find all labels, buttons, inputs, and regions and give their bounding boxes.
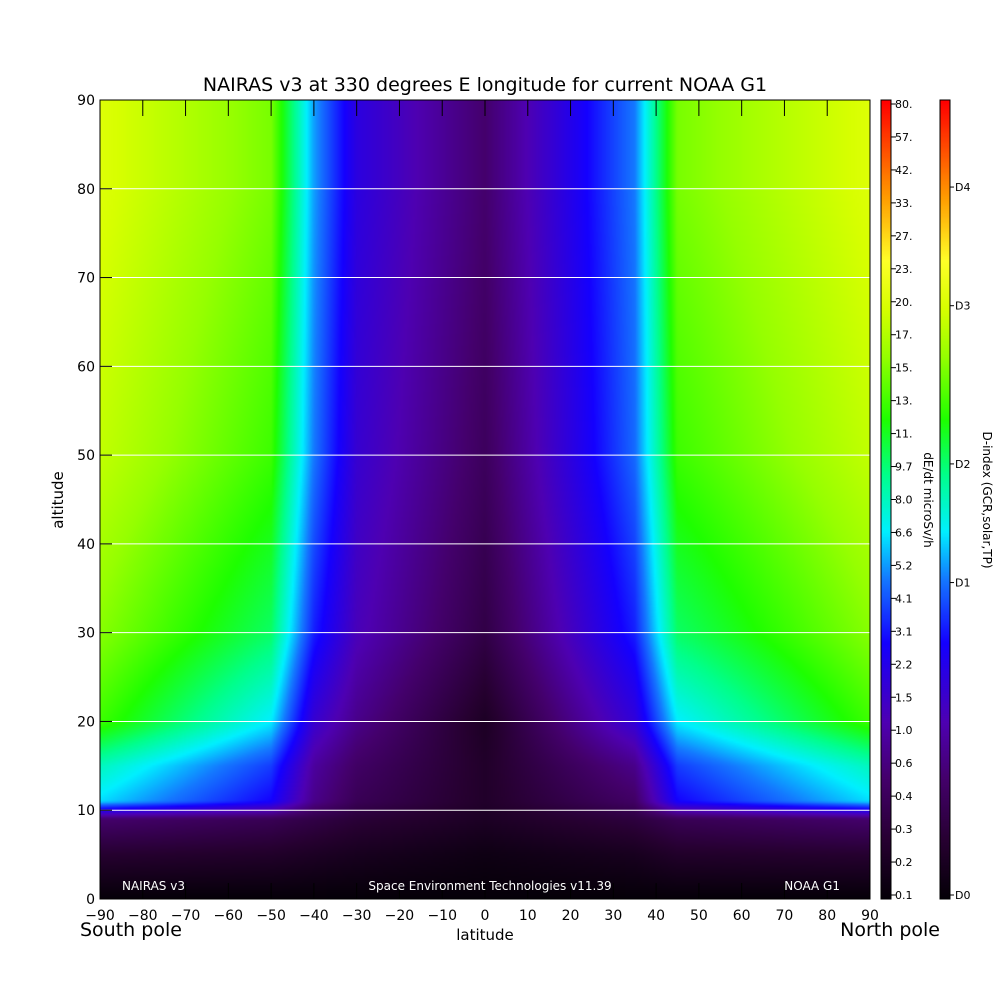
dindex-colorbar: D0 D1 D2 D3 D4 D-index (GCR,solar,TP) (939, 99, 994, 902)
dose-colorbar-tick-label: 80. (895, 98, 913, 111)
dose-colorbar-tick-label: 0.6 (895, 757, 913, 770)
dose-colorbar: 0.1 0.2 0.3 0.4 0.6 1.0 1.5 2.2 3.1 4.1 5.2 6.6 8.0 9… (880, 98, 935, 902)
dose-colorbar-tick-label: 42. (895, 164, 913, 177)
annotation-credit: Space Environment Technologies v11.39 (368, 879, 611, 893)
dose-colorbar-tick-label: 33. (895, 197, 913, 210)
dose-colorbar-tick-label: 2.2 (895, 658, 913, 671)
y-tick-label: 60 (77, 359, 95, 375)
x-tick-label: −50 (256, 908, 286, 924)
y-tick-label: 30 (77, 626, 95, 642)
x-tick-label: −40 (299, 908, 329, 924)
dose-colorbar-tick-label: 9.7 (895, 461, 913, 474)
chart-title: NAIRAS v3 at 330 degrees E longitude for… (203, 74, 767, 96)
dose-colorbar-label: dE/dt microSv/h (921, 452, 935, 547)
y-axis-ticks: 0 10 20 30 40 50 60 70 80 90 (77, 93, 112, 908)
annotation-model: NAIRAS v3 (122, 879, 185, 893)
x-tick-label: −10 (427, 908, 457, 924)
dose-colorbar-tick-label: 13. (895, 395, 913, 408)
dose-colorbar-tick-label: 17. (895, 329, 913, 342)
x-tick-label: 70 (776, 908, 794, 924)
gridlines (100, 188, 870, 811)
heatmap-image (100, 100, 870, 899)
x-tick-label: −70 (171, 908, 201, 924)
dose-colorbar-tick-label: 1.5 (895, 691, 913, 704)
y-tick-label: 80 (77, 182, 95, 198)
dindex-colorbar-tick-label: D4 (955, 181, 970, 194)
x-tick-label: −90 (85, 908, 115, 924)
dose-colorbar-tick-label: 4.1 (895, 592, 913, 605)
x-tick-label: −80 (128, 908, 158, 924)
dose-colorbar-tick-label: 3.1 (895, 625, 913, 638)
x-tick-label: 40 (647, 908, 665, 924)
y-tick-label: 20 (77, 714, 95, 730)
x-tick-label: 80 (818, 908, 836, 924)
y-tick-label: 10 (77, 803, 95, 819)
y-axis-label: altitude (49, 471, 67, 529)
dose-colorbar-tick-label: 1.0 (895, 724, 913, 737)
x-tick-label: 50 (690, 908, 708, 924)
y-tick-label: 40 (77, 537, 95, 553)
x-tick-label: 90 (861, 908, 879, 924)
dose-colorbar-tick-label: 20. (895, 296, 913, 309)
dindex-colorbar-label: D-index (GCR,solar,TP) (980, 431, 994, 568)
dindex-colorbar-tick-label: D1 (955, 577, 970, 590)
x-tick-label: 20 (562, 908, 580, 924)
x-tick-label: 0 (481, 908, 490, 924)
dose-colorbar-gradient (881, 100, 891, 899)
dose-colorbar-tick-label: 0.2 (895, 856, 913, 869)
x-axis-ticks: −90 −80 −70 −60 −50 −40 −30 −20 −10 0 10 20 30 40 50 60… (85, 100, 879, 924)
dose-colorbar-tick-label: 5.2 (895, 559, 913, 572)
y-tick-label: 50 (77, 448, 95, 464)
heatmap-field (100, 100, 870, 899)
dindex-colorbar-gradient (940, 100, 950, 899)
north-pole-label: North pole (840, 919, 940, 941)
x-tick-label: 10 (519, 908, 537, 924)
y-tick-label: 70 (77, 271, 95, 287)
dose-colorbar-ticks: 0.1 0.2 0.3 0.4 0.6 1.0 1.5 2.2 3.1 4.1 5.2 6.6 8.0 9… (891, 98, 913, 902)
south-pole-label: South pole (80, 919, 182, 941)
dose-colorbar-tick-label: 15. (895, 362, 913, 375)
dose-colorbar-tick-label: 23. (895, 263, 913, 276)
dose-colorbar-tick-label: 8.0 (895, 494, 913, 507)
x-tick-label: −30 (342, 908, 372, 924)
dindex-colorbar-tick-label: D0 (955, 889, 970, 902)
dose-colorbar-tick-label: 0.1 (895, 889, 913, 902)
dindex-colorbar-tick-label: D2 (955, 458, 970, 471)
x-tick-label: −60 (214, 908, 244, 924)
x-tick-label: 30 (604, 908, 622, 924)
dindex-colorbar-frame (939, 99, 951, 900)
dose-colorbar-tick-label: 0.3 (895, 823, 913, 836)
annotation-scale: NOAA G1 (784, 879, 840, 893)
dose-colorbar-tick-label: 11. (895, 428, 913, 441)
x-tick-label: −20 (385, 908, 415, 924)
dindex-colorbar-ticks: D0 D1 D2 D3 D4 (950, 181, 970, 902)
y-tick-label: 0 (86, 892, 95, 908)
y-tick-label: 90 (77, 93, 95, 109)
x-tick-label: 60 (733, 908, 751, 924)
dose-colorbar-tick-label: 0.4 (895, 790, 913, 803)
dose-colorbar-tick-label: 27. (895, 230, 913, 243)
dindex-colorbar-tick-label: D3 (955, 300, 970, 313)
dose-colorbar-tick-label: 57. (895, 131, 913, 144)
dose-colorbar-tick-label: 6.6 (895, 526, 913, 539)
x-axis-label: latitude (456, 926, 514, 944)
